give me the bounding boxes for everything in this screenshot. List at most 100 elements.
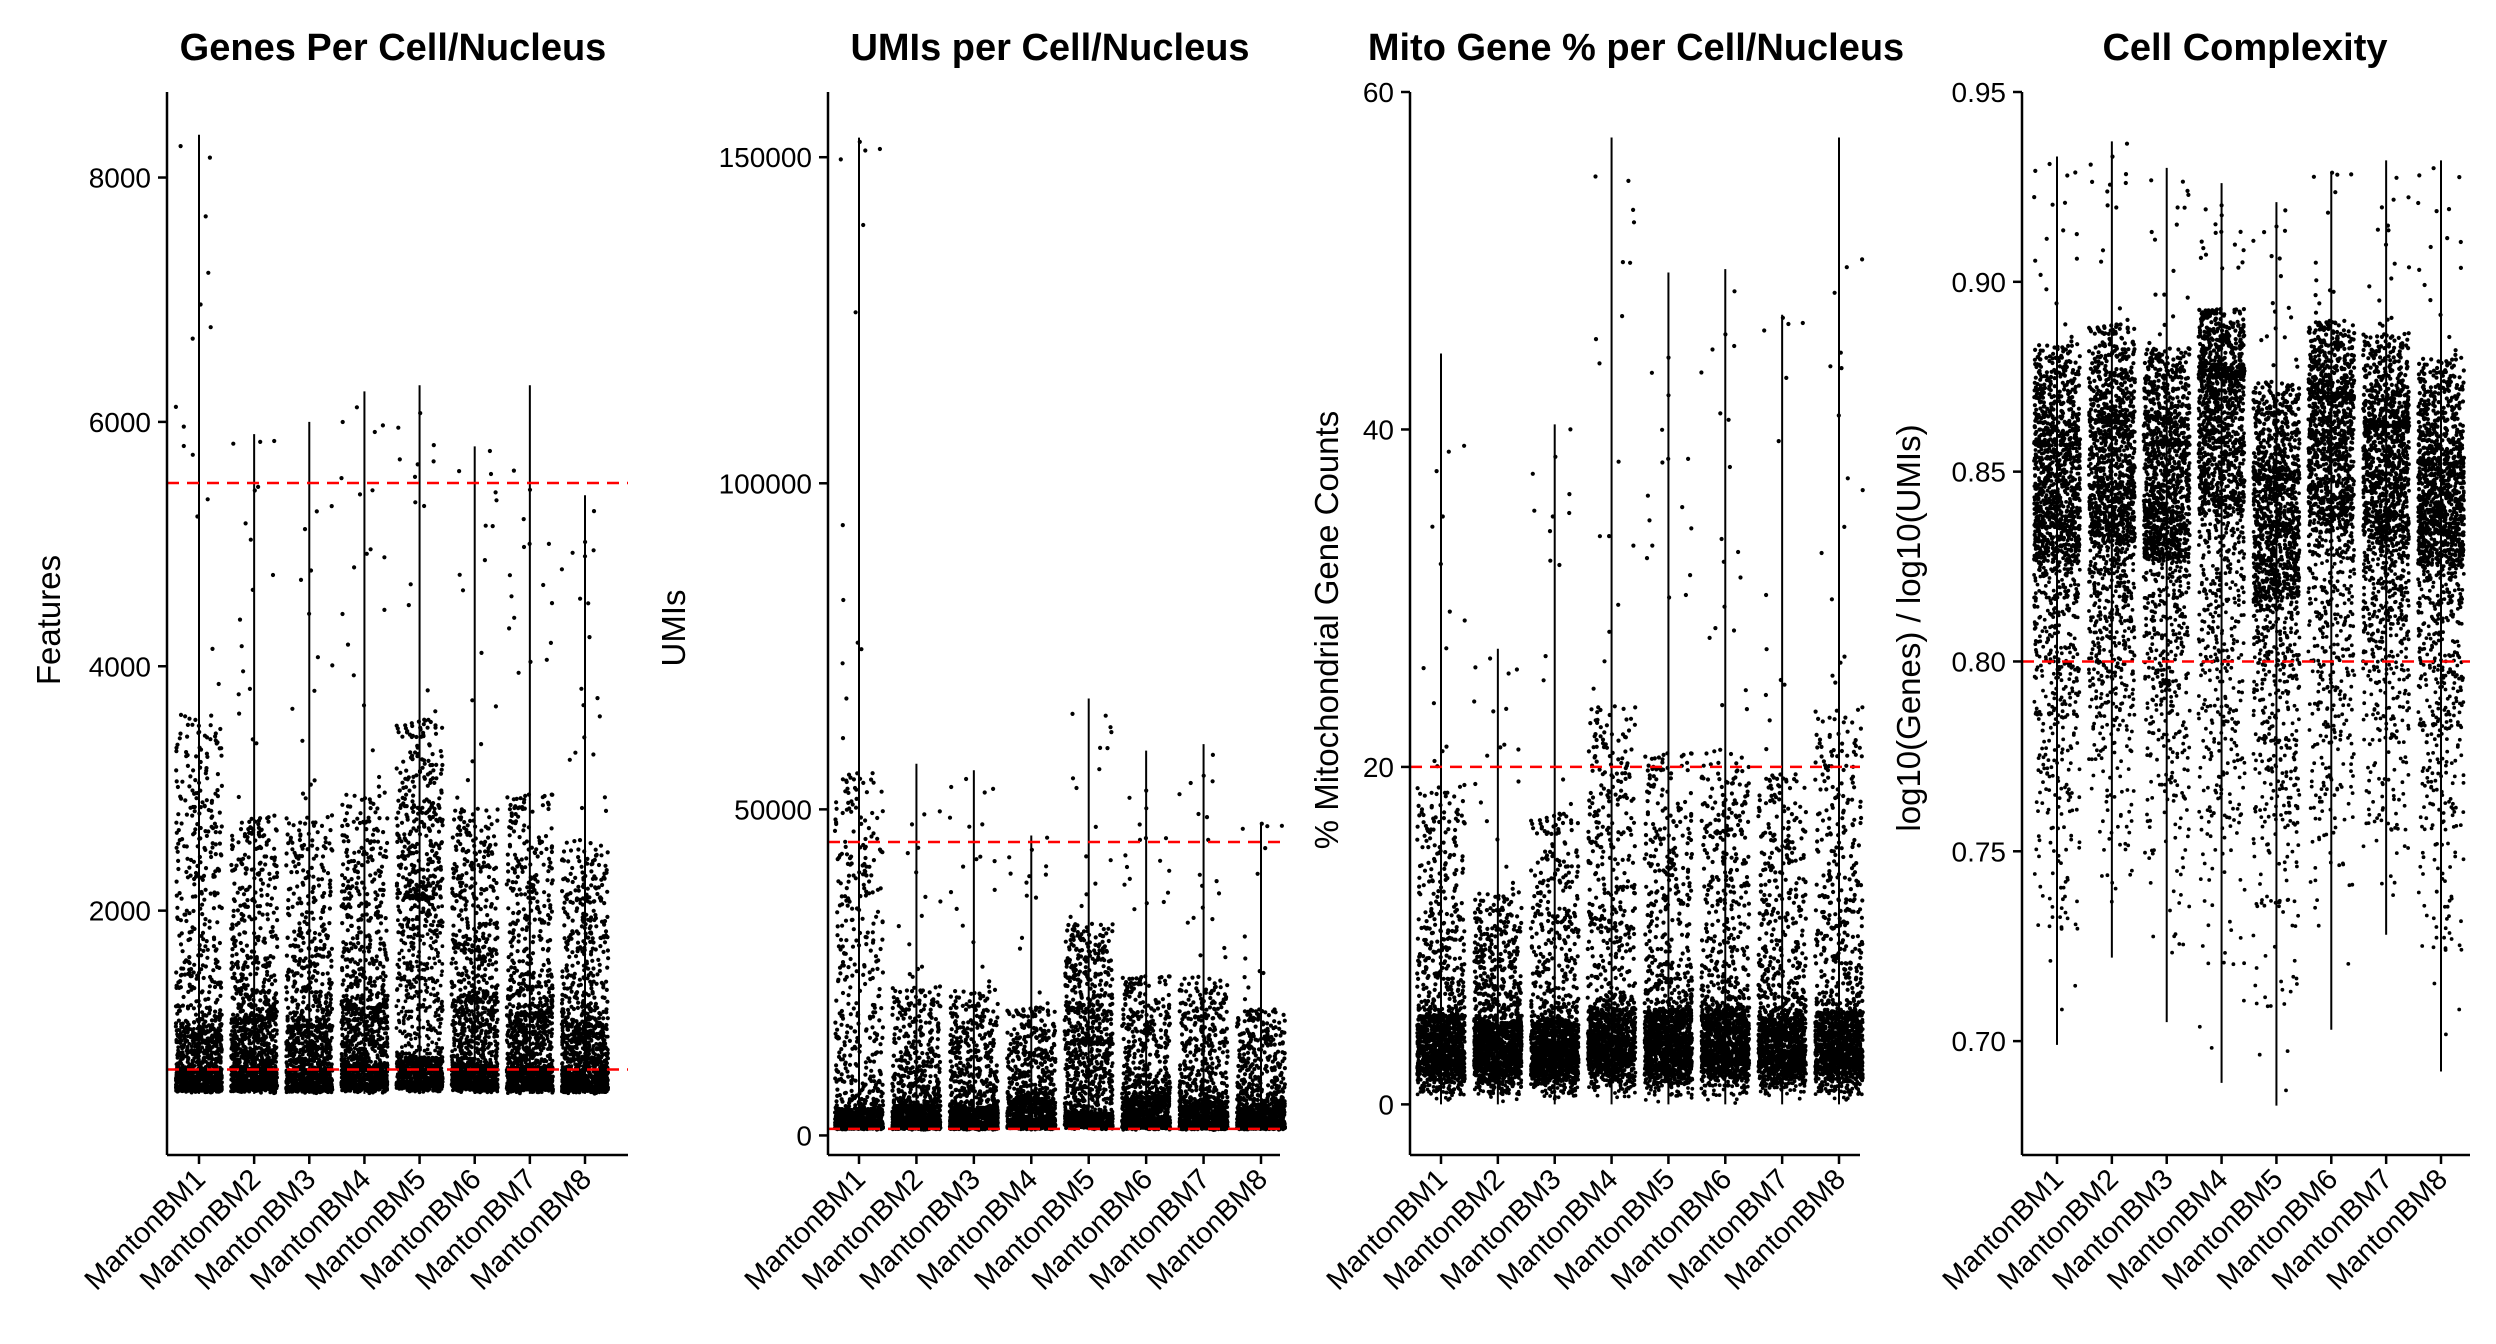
data-point <box>194 754 199 759</box>
data-point <box>256 484 261 489</box>
data-point <box>194 796 199 801</box>
data-point <box>212 937 217 942</box>
data-point <box>193 717 198 723</box>
data-point <box>289 1024 294 1029</box>
data-point <box>325 815 330 820</box>
data-point <box>174 893 179 898</box>
data-point <box>300 935 305 940</box>
data-point <box>191 970 196 975</box>
data-point <box>178 1076 183 1081</box>
data-point <box>313 990 318 995</box>
data-point <box>203 887 208 892</box>
data-point <box>265 917 270 922</box>
data-point <box>204 833 209 839</box>
data-point <box>288 1046 293 1050</box>
data-point <box>290 847 295 852</box>
data-point <box>200 902 205 907</box>
data-point <box>340 1010 345 1015</box>
data-point <box>301 868 306 873</box>
data-point <box>232 941 237 947</box>
data-point <box>301 995 306 1000</box>
data-point <box>178 1035 183 1040</box>
data-point <box>304 910 309 915</box>
data-point <box>185 1006 191 1011</box>
data-point <box>242 852 248 857</box>
data-point <box>286 967 291 972</box>
data-point <box>208 325 213 330</box>
data-point <box>303 1079 308 1084</box>
data-point <box>211 906 216 911</box>
data-point <box>312 688 317 693</box>
data-point <box>323 1000 329 1005</box>
data-point <box>239 820 244 825</box>
data-point <box>183 714 188 719</box>
data-point <box>267 1021 272 1025</box>
data-point <box>323 835 328 841</box>
data-point <box>204 1059 208 1064</box>
data-point <box>260 1080 265 1084</box>
data-point <box>192 809 197 814</box>
data-point <box>185 1050 190 1055</box>
data-point <box>206 270 211 275</box>
data-point <box>322 1060 326 1064</box>
data-point <box>298 1030 302 1035</box>
data-point <box>289 1053 294 1058</box>
data-point <box>234 863 239 868</box>
data-point <box>295 1027 300 1031</box>
data-point <box>248 955 254 960</box>
data-point <box>267 1059 271 1064</box>
data-point <box>356 849 362 854</box>
data-point <box>319 877 325 882</box>
data-point <box>209 1060 214 1065</box>
data-point <box>200 989 205 994</box>
data-point <box>358 958 363 963</box>
data-point <box>230 846 235 852</box>
data-point <box>241 892 247 897</box>
data-point <box>292 1041 296 1046</box>
data-point <box>312 930 318 936</box>
data-point <box>324 1034 329 1038</box>
data-point <box>260 912 265 917</box>
data-point <box>270 1029 275 1033</box>
data-point <box>177 1053 182 1057</box>
data-point <box>346 839 351 844</box>
data-point <box>178 942 184 947</box>
data-point <box>321 1038 326 1043</box>
data-point <box>185 1046 190 1051</box>
data-point <box>213 734 218 739</box>
data-point <box>217 940 222 946</box>
data-point <box>312 778 317 783</box>
data-point <box>207 1011 212 1016</box>
data-point <box>233 1054 238 1058</box>
data-point <box>272 438 277 444</box>
data-point <box>383 916 388 921</box>
data-point <box>206 996 211 1002</box>
data-point <box>255 1054 260 1058</box>
data-point <box>237 1072 242 1077</box>
data-point <box>207 1064 212 1069</box>
data-point <box>314 853 319 858</box>
data-point <box>300 738 305 743</box>
data-point <box>247 819 252 825</box>
data-point <box>266 978 271 983</box>
data-point <box>186 971 191 977</box>
data-point <box>377 793 382 799</box>
data-point <box>286 906 291 911</box>
data-point <box>302 842 307 848</box>
data-point <box>271 955 276 960</box>
data-point <box>314 1044 318 1049</box>
data-point <box>263 999 268 1004</box>
data-point <box>288 1072 293 1077</box>
data-point <box>217 1017 222 1023</box>
data-point <box>291 859 296 864</box>
data-point <box>174 768 179 773</box>
data-point <box>296 861 301 867</box>
data-point <box>207 990 212 995</box>
data-point <box>318 1017 323 1022</box>
data-point <box>235 959 240 965</box>
data-point <box>179 931 184 936</box>
data-point <box>176 828 181 833</box>
data-point <box>290 706 295 711</box>
data-point <box>229 1073 234 1077</box>
data-point <box>178 979 183 984</box>
